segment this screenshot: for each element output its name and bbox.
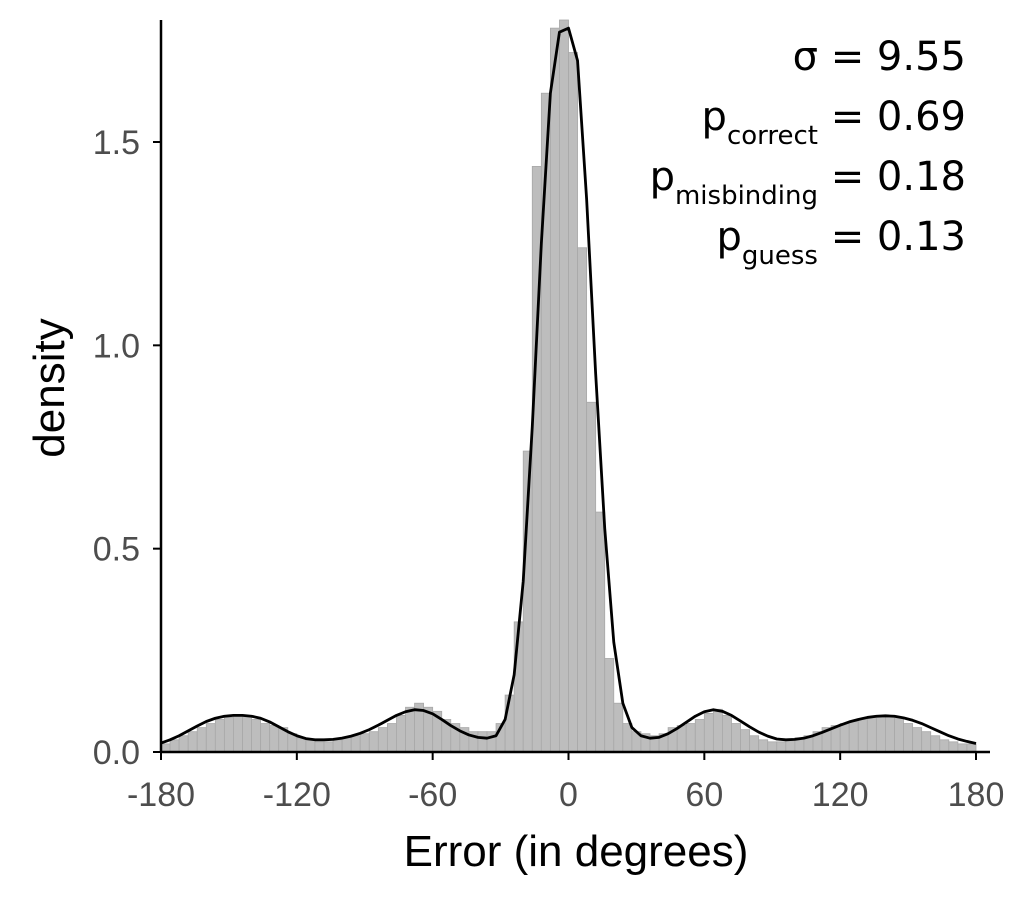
histogram-bar xyxy=(785,739,796,753)
histogram-bar xyxy=(559,19,569,753)
histogram-bar xyxy=(223,717,234,753)
histogram-bar xyxy=(178,735,189,753)
histogram-bar xyxy=(903,723,914,753)
parameter-annotation: pguess = 0.13 xyxy=(717,214,966,271)
histogram-bar xyxy=(269,725,280,753)
histogram-bar xyxy=(586,401,597,753)
x-tick-label: 0 xyxy=(559,776,578,814)
histogram-bar xyxy=(912,727,923,753)
histogram-bar xyxy=(386,723,397,753)
histogram-bar xyxy=(368,731,379,753)
histogram-bar xyxy=(921,731,932,753)
histogram-bar xyxy=(694,719,705,753)
histogram-bar xyxy=(568,52,578,753)
histogram-bar xyxy=(396,715,406,753)
histogram-bar xyxy=(341,737,352,753)
histogram-bar xyxy=(875,715,886,753)
histogram-bar xyxy=(722,715,732,753)
histogram-bar xyxy=(712,708,723,753)
histogram-bar xyxy=(930,735,941,753)
histogram-bar xyxy=(251,719,262,753)
model-curve-layer xyxy=(160,26,977,745)
x-tick-label: 120 xyxy=(812,776,869,814)
x-tick-label: 60 xyxy=(685,776,723,814)
histogram-bar xyxy=(731,723,741,753)
histogram-bar xyxy=(885,715,895,753)
x-tick-label: -120 xyxy=(263,776,331,814)
histogram-bar xyxy=(703,712,714,753)
y-axis-title: density xyxy=(25,318,74,457)
histogram-bar xyxy=(233,715,243,753)
histogram-bar xyxy=(549,27,560,753)
histogram-bar xyxy=(577,247,588,753)
histogram-bar xyxy=(169,739,180,753)
histogram-bar xyxy=(323,741,334,753)
x-axis-title: Error (in degrees) xyxy=(404,827,749,876)
histogram-bar xyxy=(604,658,615,753)
histogram-bar xyxy=(187,731,198,753)
parameter-annotation: pcorrect = 0.69 xyxy=(702,94,966,151)
histogram-bar xyxy=(296,737,307,753)
y-tick-label: 1.0 xyxy=(93,327,140,365)
histogram-bar xyxy=(767,741,778,753)
histogram-bar xyxy=(260,723,271,753)
histogram-bar xyxy=(894,717,904,753)
histogram-bar xyxy=(613,702,624,753)
histogram-bar xyxy=(749,735,760,753)
histogram-bar xyxy=(740,729,751,753)
histogram-bar xyxy=(939,739,950,753)
histogram-bar xyxy=(377,727,388,753)
parameter-annotation: pmisbinding = 0.18 xyxy=(650,154,966,211)
histogram-bar xyxy=(477,731,488,753)
histogram-bar xyxy=(839,723,850,753)
histogram-bars xyxy=(160,19,977,753)
x-tick-label: 180 xyxy=(948,776,1005,814)
y-tick-label: 1.5 xyxy=(93,124,140,162)
histogram-bar xyxy=(305,739,316,753)
histogram-bar xyxy=(948,741,959,753)
histogram-bar xyxy=(595,511,606,753)
x-tick-label: -180 xyxy=(127,776,195,814)
tick-labels: -180 -120 -60 0 60 120 180 0.0 0.5 1.0 1.5 xyxy=(93,124,1005,814)
histogram-bar xyxy=(405,706,415,753)
histogram-bar xyxy=(205,723,216,753)
histogram-bar xyxy=(866,717,877,753)
parameter-annotation: σ = 9.55 xyxy=(793,34,966,80)
histogram-bar xyxy=(848,721,859,753)
histogram-bar xyxy=(196,727,207,753)
histogram-bar xyxy=(359,733,370,753)
histogram-bar xyxy=(350,735,361,753)
histogram-bar xyxy=(676,725,687,753)
histogram-bar xyxy=(857,719,868,753)
histogram-bar xyxy=(758,739,769,753)
histogram-bar xyxy=(685,723,696,753)
y-tick-label: 0.0 xyxy=(93,734,140,772)
histogram-bar xyxy=(242,715,252,753)
x-tick-label: -60 xyxy=(408,776,457,814)
histogram-bar xyxy=(314,741,325,753)
histogram-bar xyxy=(214,719,225,753)
histogram-bar xyxy=(540,92,551,753)
histogram-bar xyxy=(776,741,787,753)
y-tick-label: 0.5 xyxy=(93,531,140,569)
mixture-model-curve xyxy=(160,26,977,745)
histogram-bar xyxy=(332,739,343,753)
